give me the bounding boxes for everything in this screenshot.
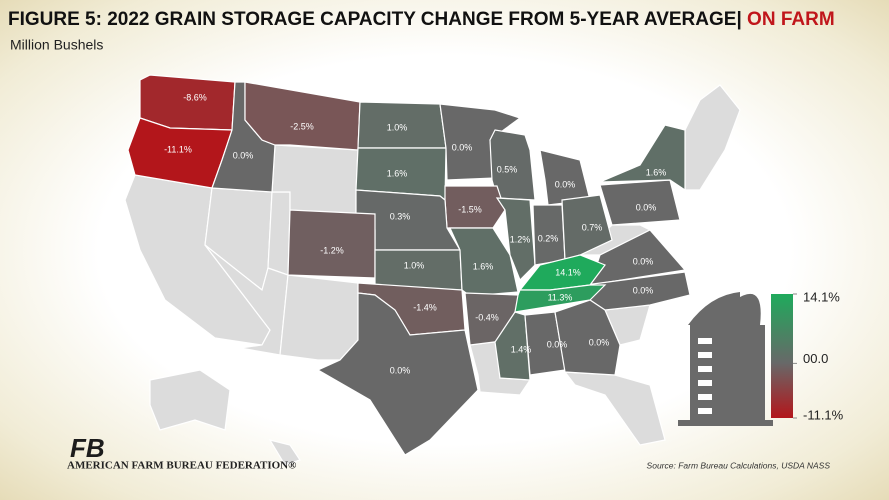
logo: FB (70, 433, 105, 463)
value-label: -1.2% (320, 245, 344, 255)
value-label: 1.6% (646, 167, 667, 177)
title-text: FIGURE 5: 2022 GRAIN STORAGE CAPACITY CH… (8, 9, 747, 30)
source: Source: Farm Bureau Calculations, USDA N… (647, 460, 831, 470)
value-label: -0.4% (475, 312, 499, 322)
subtitle: Million Bushels (10, 37, 103, 53)
value-label: 1.2% (510, 234, 531, 244)
title-highlight: ON FARM (747, 9, 835, 30)
state (267, 191, 291, 276)
data-states: -8.6% -11.1% 0.0% -2.5% 1.0% 1.6% 0.0% 0.5% 0.0%… (127, 74, 691, 456)
state (316, 292, 479, 456)
value-label: 1.4% (511, 344, 532, 354)
value-label: 0.0% (390, 365, 411, 375)
legend-label: 00.0 (803, 351, 828, 366)
org-name: AMERICAN FARM BUREAU FEDERATION® (67, 460, 296, 472)
value-label: 0.0% (555, 179, 576, 189)
legend-label: 14.1% (803, 289, 840, 304)
state (149, 369, 231, 431)
value-label: 0.7% (582, 222, 603, 232)
value-label: 0.0% (589, 337, 610, 347)
state (279, 274, 359, 361)
legend: 14.1% 00.0 -11.1% (793, 289, 844, 422)
value-label: 14.1% (555, 267, 581, 277)
value-label: 0.0% (233, 150, 254, 160)
state (563, 371, 666, 446)
state (684, 84, 741, 191)
value-label: 1.0% (387, 122, 408, 132)
value-label: 0.5% (497, 164, 518, 174)
silo-roof (688, 292, 740, 325)
value-label: 0.0% (633, 285, 654, 295)
value-label: 11.3% (548, 292, 573, 302)
silo-icon (678, 292, 773, 426)
value-label: -2.5% (290, 121, 314, 131)
state (561, 194, 613, 261)
title: FIGURE 5: 2022 GRAIN STORAGE CAPACITY CH… (8, 9, 835, 30)
state (508, 284, 607, 317)
value-label: 1.6% (473, 261, 494, 271)
state (495, 197, 536, 282)
value-label: 0.2% (538, 233, 559, 243)
value-label: 1.0% (404, 260, 425, 270)
silo-ground (678, 420, 773, 426)
value-label: -11.1% (164, 144, 192, 154)
legend-bar (771, 294, 793, 418)
value-label: 0.3% (390, 211, 411, 221)
value-label: 1.6% (387, 168, 408, 178)
value-label: -1.4% (413, 302, 437, 312)
value-label: -8.6% (183, 92, 207, 102)
state (599, 124, 686, 192)
legend-label: -11.1% (803, 407, 844, 422)
state (287, 209, 376, 279)
value-label: 0.0% (452, 142, 473, 152)
state (268, 439, 301, 466)
state (139, 74, 236, 131)
value-label: 0.0% (547, 339, 568, 349)
state (599, 179, 681, 226)
value-label: 0.0% (636, 202, 657, 212)
value-label: -1.5% (458, 204, 482, 214)
value-label: 0.0% (633, 256, 654, 266)
state (244, 81, 361, 151)
state (554, 299, 621, 376)
